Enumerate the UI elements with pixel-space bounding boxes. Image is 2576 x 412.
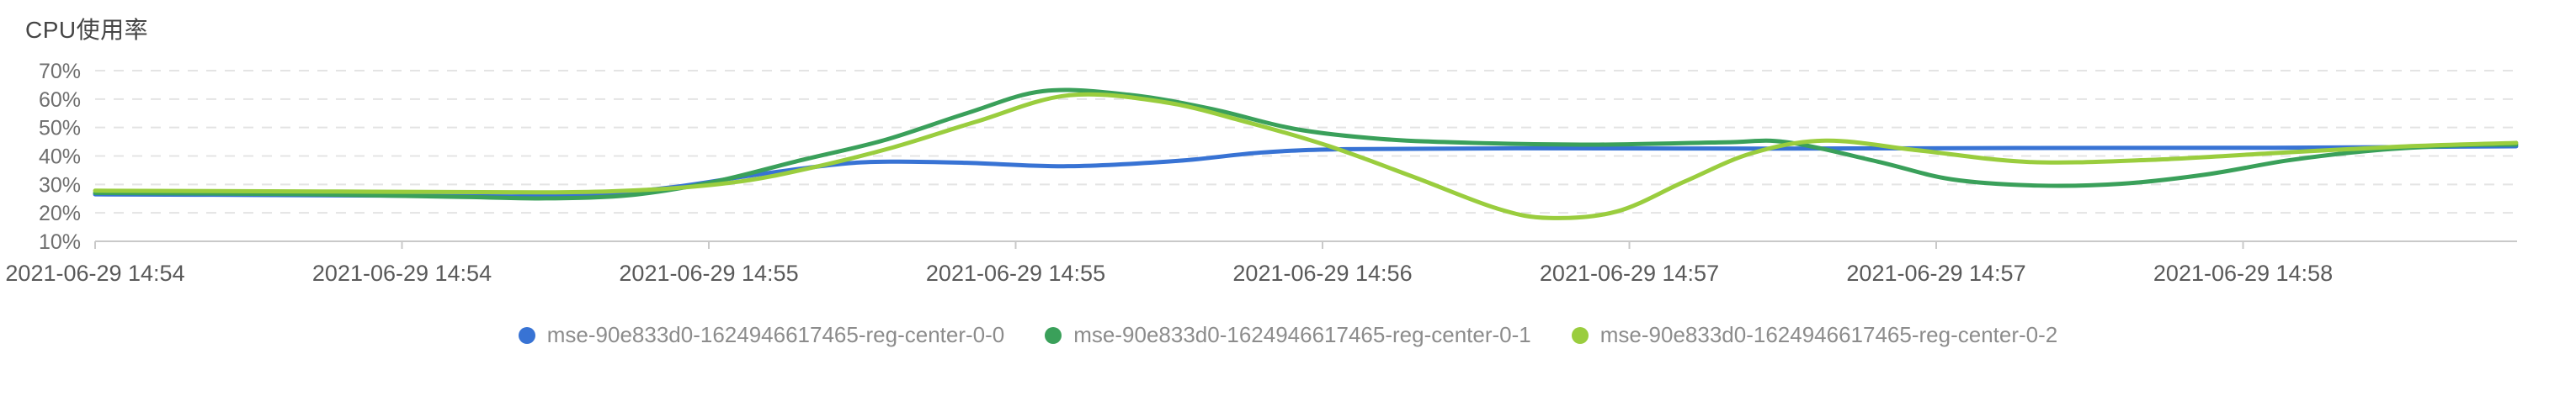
x-axis-label: 2021-06-29 14:56 <box>1232 261 1412 286</box>
x-axis-label: 2021-06-29 14:57 <box>1540 261 1719 286</box>
series-line-0 <box>93 144 2519 199</box>
legend-dot-icon <box>518 326 535 344</box>
chart-title: CPU使用率 <box>25 17 149 43</box>
series-line-1 <box>93 87 2519 201</box>
y-axis-label: 70% <box>39 60 81 83</box>
x-axis-labels: 2021-06-29 14:54 2021-06-29 14:54 2021-06-… <box>5 261 2333 286</box>
cpu-usage-chart: 70%60%50%40%30%20%10% 2021-06-29 14:54 20… <box>5 60 2519 286</box>
series-line-2 <box>93 92 2519 220</box>
grid-lines <box>95 70 2517 214</box>
legend: mse-90e833d0-1624946617465-reg-center-0-… <box>0 322 2576 348</box>
y-axis-label: 40% <box>39 145 81 169</box>
y-axis-label: 30% <box>39 173 81 197</box>
legend-item-2[interactable]: mse-90e833d0-1624946617465-reg-center-0-… <box>1571 322 2058 348</box>
x-axis <box>94 240 2517 249</box>
y-axis-label: 50% <box>39 117 81 140</box>
x-axis-label: 2021-06-29 14:55 <box>619 261 798 286</box>
legend-item-0[interactable]: mse-90e833d0-1624946617465-reg-center-0-… <box>518 322 1005 348</box>
x-axis-label: 2021-06-29 14:54 <box>312 261 492 286</box>
x-axis-label: 2021-06-29 14:55 <box>926 261 1105 286</box>
legend-label: mse-90e833d0-1624946617465-reg-center-0-… <box>546 322 1005 347</box>
legend-item-1[interactable]: mse-90e833d0-1624946617465-reg-center-0-… <box>1045 322 1531 348</box>
y-axis-label: 60% <box>39 88 81 112</box>
y-axis-label: 10% <box>39 230 81 254</box>
legend-dot-icon <box>1045 326 1062 344</box>
legend-label: mse-90e833d0-1624946617465-reg-center-0-… <box>1073 322 1531 347</box>
legend-label: mse-90e833d0-1624946617465-reg-center-0-… <box>1599 322 2058 347</box>
legend-dot-icon <box>1571 326 1589 344</box>
x-axis-label: 2021-06-29 14:57 <box>1846 261 2025 286</box>
x-axis-label: 2021-06-29 14:58 <box>2153 261 2333 286</box>
series-lines <box>93 87 2519 220</box>
y-axis-labels: 70% 60% 50% 40% 30% 20% 10% <box>39 60 81 254</box>
y-axis-label: 20% <box>39 202 81 225</box>
x-axis-label: 2021-06-29 14:54 <box>5 261 184 286</box>
